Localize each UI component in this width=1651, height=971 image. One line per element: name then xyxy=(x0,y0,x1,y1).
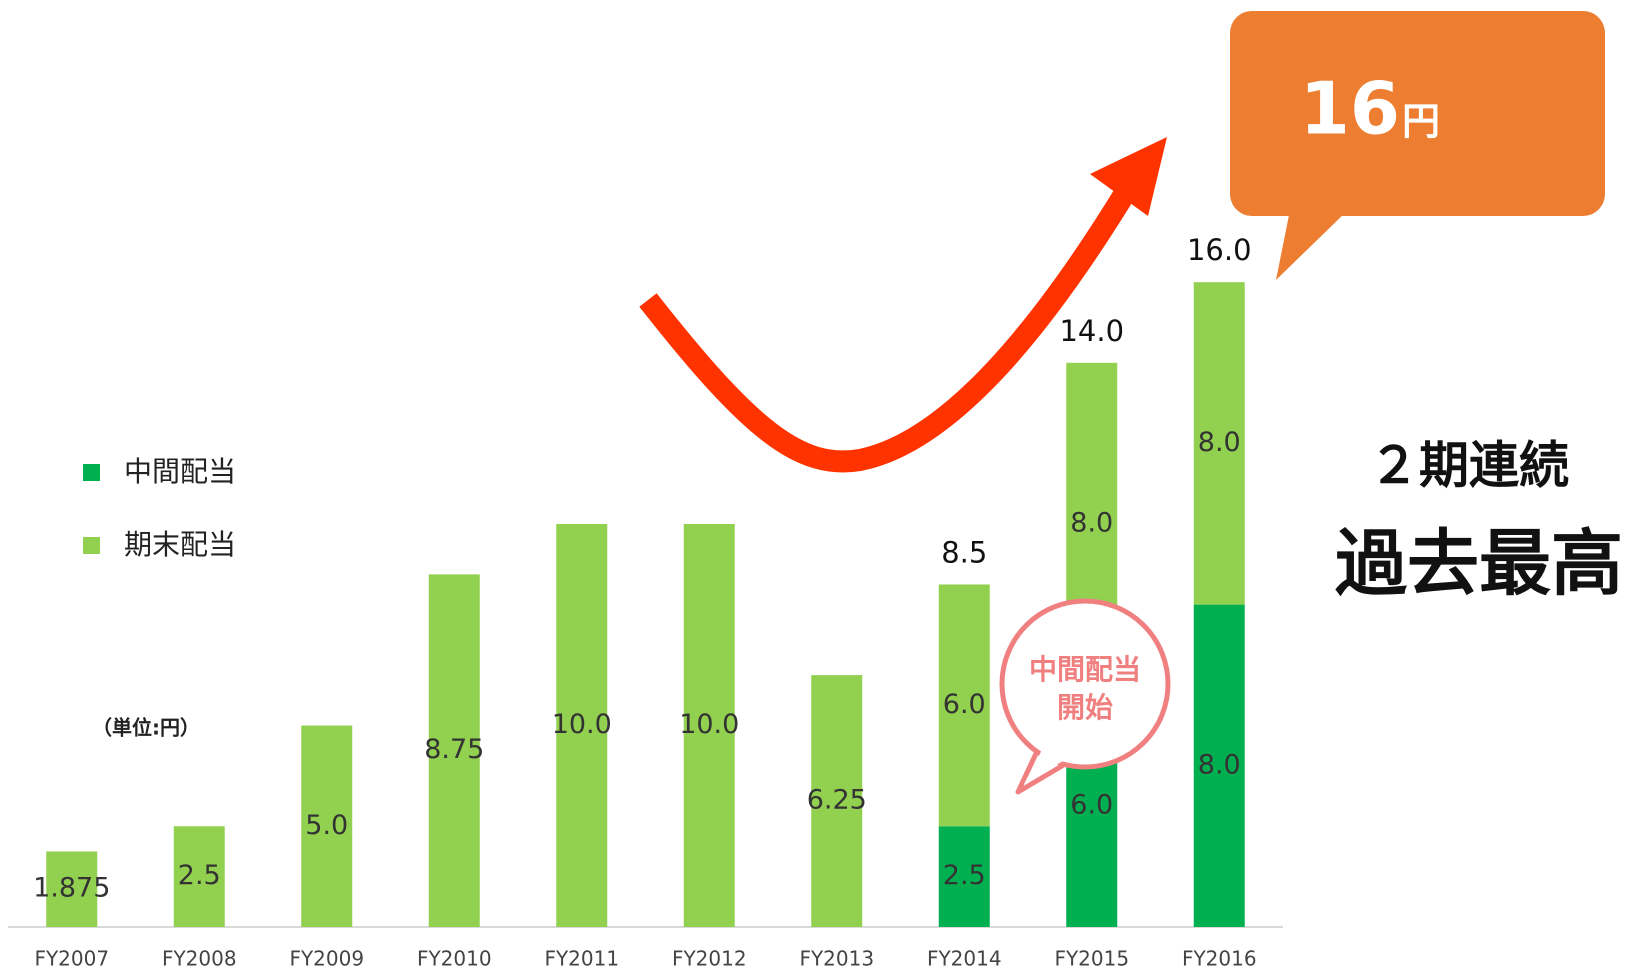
headline: ２期連続 xyxy=(1369,437,1569,495)
value-label: 6.0 xyxy=(1070,790,1113,821)
value-label: 1.875 xyxy=(33,873,110,904)
bar-segment xyxy=(811,675,863,927)
bubble: 中間配当 開始 xyxy=(999,598,1171,795)
x-tick-label: FY2012 xyxy=(672,947,747,971)
value-label: 8.0 xyxy=(1198,749,1241,780)
bubble-text: 中間配当 xyxy=(1029,653,1141,686)
value-label: 6.25 xyxy=(807,785,867,816)
x-tick-label: FY2010 xyxy=(417,947,492,971)
bar-segment xyxy=(1193,604,1245,927)
x-tick-label: FY2009 xyxy=(289,947,364,971)
bar-segment xyxy=(938,826,990,927)
marks: 中間配当期末配当FY20071.875FY20082.5FY20095.0FY2… xyxy=(33,233,1256,970)
x-tick-label: FY2011 xyxy=(544,947,619,971)
value-label: 2.5 xyxy=(178,860,221,891)
bar-segment xyxy=(683,524,735,927)
x-tick-label: FY2008 xyxy=(162,947,237,971)
arrow-head xyxy=(1090,137,1167,216)
bar-segment xyxy=(1193,282,1245,605)
value-label: 5.0 xyxy=(305,810,348,841)
x-tick-label: FY2013 xyxy=(799,947,874,971)
bubble-text: 開始 xyxy=(1057,691,1113,724)
legend-label: 期末配当 xyxy=(124,528,236,561)
value-label: 2.5 xyxy=(943,860,986,891)
total-label: 16.0 xyxy=(1187,233,1252,267)
total-label: 8.5 xyxy=(941,535,987,569)
total-label: 14.0 xyxy=(1059,314,1124,348)
x-tick-label: FY2015 xyxy=(1054,947,1129,971)
bar-segment xyxy=(938,584,990,827)
legend-label: 中間配当 xyxy=(124,455,236,488)
callout-unit: 円 xyxy=(1402,100,1440,144)
bar-segment xyxy=(46,851,98,927)
x-tick-label: FY2016 xyxy=(1182,947,1257,971)
headline: 過去最高 xyxy=(1335,522,1623,606)
value-label: 10.0 xyxy=(679,709,739,740)
bar-segment xyxy=(556,524,608,927)
legend-swatch xyxy=(83,464,100,481)
unit-note: （単位:円） xyxy=(92,716,200,740)
value-label: 6.0 xyxy=(943,689,986,720)
callout-box xyxy=(1230,11,1605,216)
value-label: 8.0 xyxy=(1198,427,1241,458)
bar-segment xyxy=(428,574,480,927)
value-label: 10.0 xyxy=(552,709,612,740)
bar-segment xyxy=(173,826,225,927)
value-label: 8.75 xyxy=(424,734,484,765)
value-label: 8.0 xyxy=(1070,508,1113,539)
x-tick-label: FY2007 xyxy=(34,947,109,971)
legend-swatch xyxy=(83,537,100,554)
bar-segment xyxy=(301,725,353,927)
trend-arrow xyxy=(639,179,1140,473)
callout-value: 16 xyxy=(1300,67,1400,151)
callout-tail xyxy=(1276,210,1348,280)
x-tick-label: FY2014 xyxy=(927,947,1002,971)
